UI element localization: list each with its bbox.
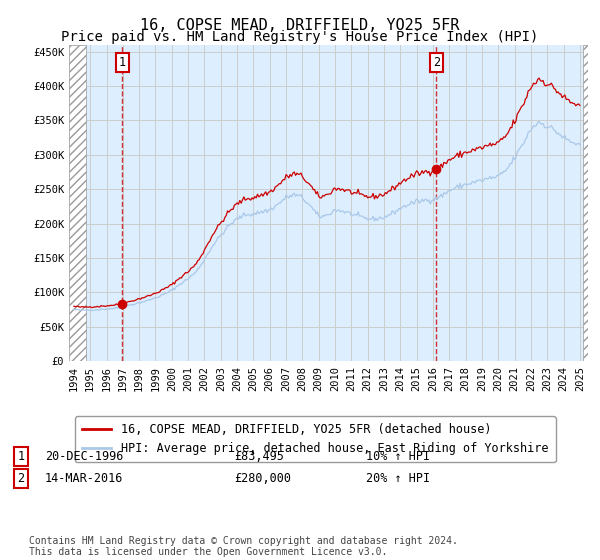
Legend: 16, COPSE MEAD, DRIFFIELD, YO25 5FR (detached house), HPI: Average price, detach: 16, COPSE MEAD, DRIFFIELD, YO25 5FR (det… <box>75 416 556 462</box>
Text: 2: 2 <box>17 472 25 486</box>
Text: 1: 1 <box>17 450 25 463</box>
Bar <box>583 45 588 361</box>
Text: £280,000: £280,000 <box>234 472 291 486</box>
Text: 1: 1 <box>119 55 126 69</box>
Text: 14-MAR-2016: 14-MAR-2016 <box>45 472 124 486</box>
Text: 20-DEC-1996: 20-DEC-1996 <box>45 450 124 463</box>
Text: 20% ↑ HPI: 20% ↑ HPI <box>366 472 430 486</box>
Text: 2: 2 <box>433 55 440 69</box>
Text: Contains HM Land Registry data © Crown copyright and database right 2024.
This d: Contains HM Land Registry data © Crown c… <box>29 535 458 557</box>
Text: Price paid vs. HM Land Registry's House Price Index (HPI): Price paid vs. HM Land Registry's House … <box>61 30 539 44</box>
Text: £83,495: £83,495 <box>234 450 284 463</box>
Text: 10% ↑ HPI: 10% ↑ HPI <box>366 450 430 463</box>
Text: 16, COPSE MEAD, DRIFFIELD, YO25 5FR: 16, COPSE MEAD, DRIFFIELD, YO25 5FR <box>140 18 460 33</box>
Bar <box>69 45 86 361</box>
